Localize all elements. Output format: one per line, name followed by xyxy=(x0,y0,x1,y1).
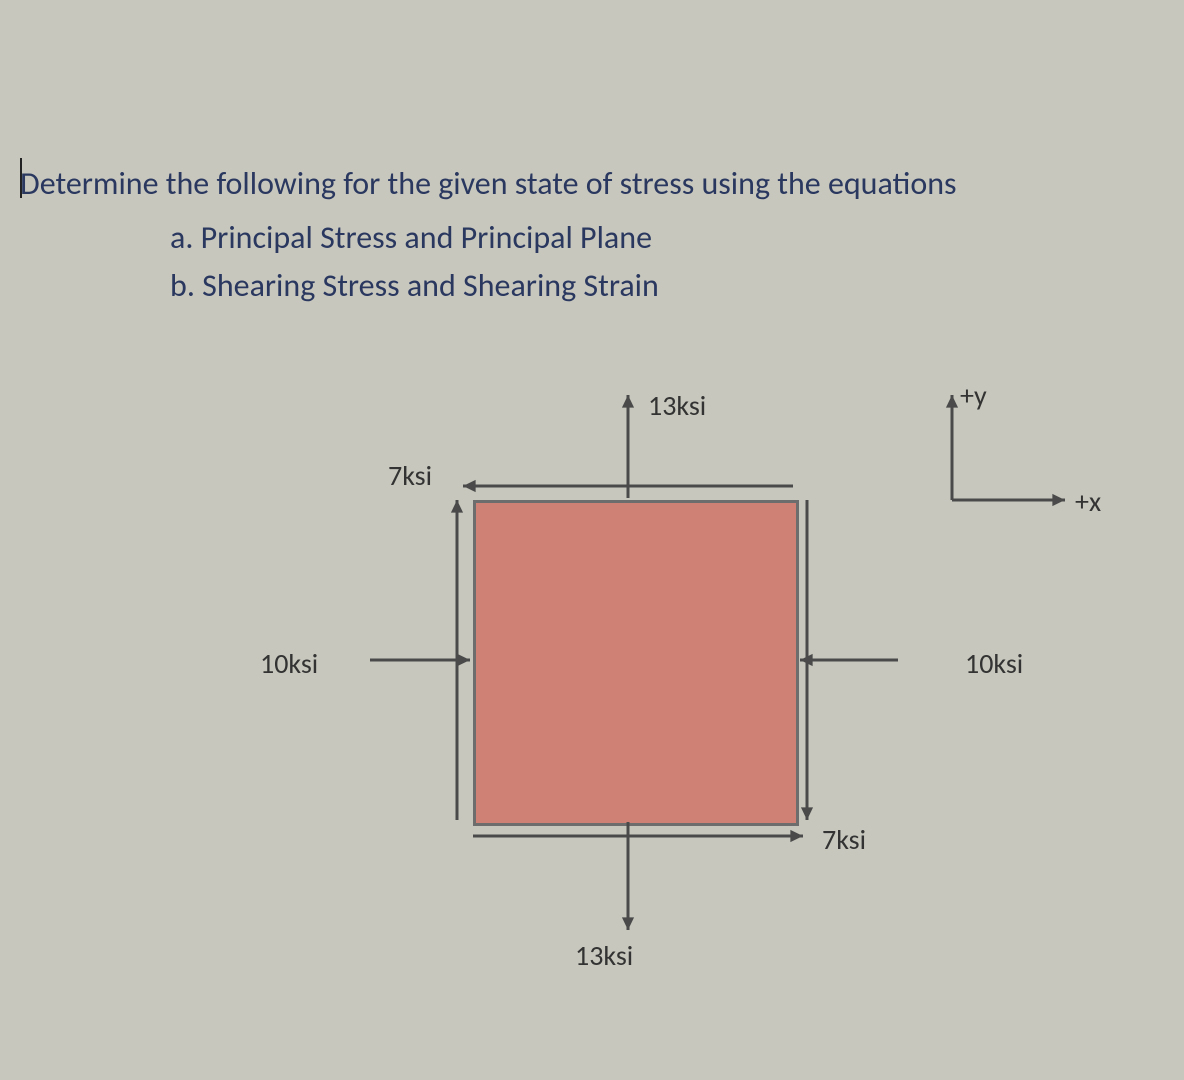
label-axis-y: +y xyxy=(960,378,987,413)
tau-bottom-arrow xyxy=(473,830,803,842)
label-sigma-y-top: 13ksi xyxy=(648,388,706,423)
page-root: Determine the following for the given st… xyxy=(0,0,1184,1080)
label-tau-bottomright: 7ksi xyxy=(822,822,866,857)
label-sigma-x-left: 10ksi xyxy=(260,646,318,681)
label-sigma-y-bottom: 13ksi xyxy=(575,938,633,973)
axis-x-arrow xyxy=(952,494,1065,506)
arrow-layer xyxy=(0,0,1184,1080)
label-sigma-x-right: 10ksi xyxy=(965,646,1023,681)
sigma-y-bottom-arrow xyxy=(622,822,634,930)
sigma-x-right-arrow xyxy=(800,654,898,666)
sigma-y-top-arrow xyxy=(622,395,634,498)
label-tau-topleft: 7ksi xyxy=(388,458,432,493)
label-axis-x: +x xyxy=(1075,484,1101,519)
sigma-x-left-arrow xyxy=(370,654,470,666)
axis-y-arrow xyxy=(946,395,958,500)
stress-diagram: 13ksi 13ksi 10ksi 10ksi 7ksi 7ksi +y +x xyxy=(0,0,1184,1080)
